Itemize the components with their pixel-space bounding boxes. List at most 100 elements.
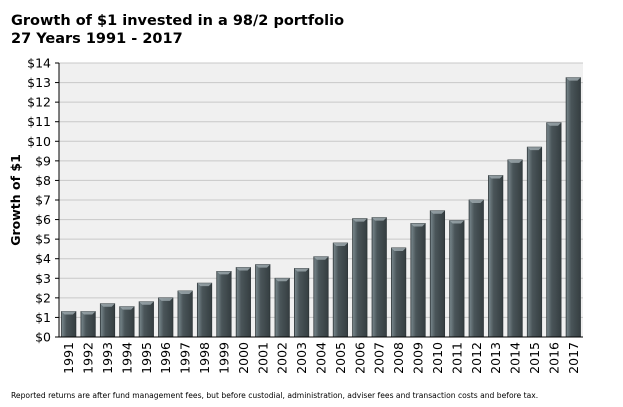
x-tick-label: 2002 (275, 342, 290, 374)
bar-bevel-1997 (177, 291, 193, 295)
bar-2000 (235, 267, 251, 338)
bar-1993 (99, 303, 116, 338)
x-tick-label: 2011 (449, 342, 464, 374)
x-tick-label: 2003 (294, 342, 309, 374)
bar-bevel-2001 (255, 264, 270, 268)
bar-1994 (119, 306, 135, 338)
x-tick-label: 2016 (546, 342, 561, 374)
bar-2008 (391, 247, 407, 338)
x-tick-label: 1991 (61, 342, 76, 374)
bar-bevel-2007 (372, 217, 387, 221)
bar-2016 (546, 122, 562, 338)
bar-bevel-2016 (546, 122, 562, 126)
bar-bevel-2000 (236, 267, 251, 271)
bar-bevel-1992 (80, 311, 96, 315)
x-tick-label: 1998 (197, 342, 212, 374)
x-tick-label: 2005 (333, 342, 348, 374)
bar-2010 (429, 210, 446, 338)
bar-bevel-2009 (410, 223, 426, 227)
y-tick-label: $6 (35, 212, 51, 227)
y-tick-label: $14 (27, 56, 51, 71)
bar-2014 (507, 159, 523, 338)
y-tick-label: $13 (27, 75, 51, 90)
x-tick-label: 1997 (178, 342, 193, 374)
bar-bevel-2013 (488, 175, 503, 179)
x-tick-label: 2010 (430, 342, 445, 374)
bar-bevel-2008 (391, 247, 406, 251)
bar-bevel-2011 (449, 220, 465, 224)
bar-bevel-2004 (313, 256, 329, 260)
x-tick-label: 2008 (391, 342, 406, 374)
bar-1996 (158, 297, 174, 338)
y-tick-label: $12 (27, 95, 51, 110)
x-tick-label: 2015 (527, 342, 542, 374)
bar-bevel-1998 (197, 283, 212, 287)
y-tick-label: $9 (35, 153, 51, 168)
bar-bevel-1999 (216, 271, 232, 275)
y-tick-label: $10 (27, 134, 51, 149)
bar-bevel-1994 (119, 306, 135, 310)
x-tick-label: 2012 (469, 342, 484, 374)
bar-bevel-2014 (507, 159, 523, 163)
bar-bevel-2002 (275, 278, 290, 282)
y-axis-label: Growth of $1 (8, 154, 23, 246)
chart-subtitle: 27 Years 1991 - 2017 (11, 31, 183, 47)
y-tick-label: $8 (35, 173, 51, 188)
bar-bevel-1995 (139, 301, 154, 305)
x-tick-label: 2006 (352, 342, 367, 374)
bar-2001 (255, 264, 271, 338)
y-tick-label: $5 (35, 232, 51, 247)
bar-1991 (61, 311, 77, 338)
x-tick-label: 1995 (139, 342, 154, 374)
bar-2003 (294, 268, 310, 338)
bar-bevel-2006 (352, 218, 367, 222)
y-tick-label: $11 (27, 114, 51, 129)
chart-title: Growth of $1 invested in a 98/2 portfoli… (11, 13, 345, 29)
bar-bevel-2003 (294, 268, 309, 272)
bar-1998 (196, 282, 213, 338)
bar-bevel-2005 (333, 243, 348, 247)
y-tick-label: $7 (35, 193, 51, 208)
x-tick-label: 2001 (255, 342, 270, 374)
x-tick-label: 1996 (158, 342, 173, 374)
bar-bevel-2015 (527, 147, 542, 151)
x-tick-label: 2013 (488, 342, 503, 374)
y-tick-label: $3 (35, 271, 51, 286)
bar-bevel-2017 (566, 77, 581, 81)
x-tick-label: 1992 (81, 342, 96, 374)
x-tick-label: 1999 (216, 342, 231, 374)
y-tick-label: $0 (35, 330, 51, 345)
bar-2011 (449, 220, 465, 338)
y-tick-label: $2 (35, 290, 51, 305)
x-tick-label: 2007 (372, 342, 387, 374)
bar-2005 (332, 242, 348, 338)
x-tick-label: 1994 (119, 342, 134, 374)
bar-2013 (488, 175, 504, 338)
bar-1995 (138, 301, 154, 338)
bar-1997 (177, 290, 193, 338)
bar-bevel-1991 (61, 311, 76, 315)
bar-2017 (565, 77, 581, 338)
x-tick-label: 2017 (566, 342, 581, 374)
x-tick-label: 2000 (236, 342, 251, 374)
bar-bevel-2012 (469, 200, 484, 203)
bar-1992 (80, 311, 96, 338)
bar-bevel-1996 (158, 297, 173, 301)
x-tick-label: 2014 (508, 342, 523, 374)
bar-2002 (274, 277, 290, 338)
x-tick-label: 2004 (314, 342, 329, 374)
footnote: Reported returns are after fund manageme… (11, 391, 539, 400)
bar-2012 (468, 199, 484, 338)
bar-bevel-1993 (100, 303, 115, 307)
bar-2006 (352, 218, 368, 338)
x-tick-label: 1993 (100, 342, 115, 374)
x-tick-label: 2009 (411, 342, 426, 374)
bar-1999 (216, 271, 232, 338)
bar-2009 (410, 223, 426, 338)
bar-2004 (313, 256, 329, 338)
y-tick-label: $4 (35, 251, 51, 266)
bar-2007 (371, 217, 387, 338)
y-tick-label: $1 (35, 310, 51, 325)
bar-bevel-2010 (430, 210, 445, 214)
